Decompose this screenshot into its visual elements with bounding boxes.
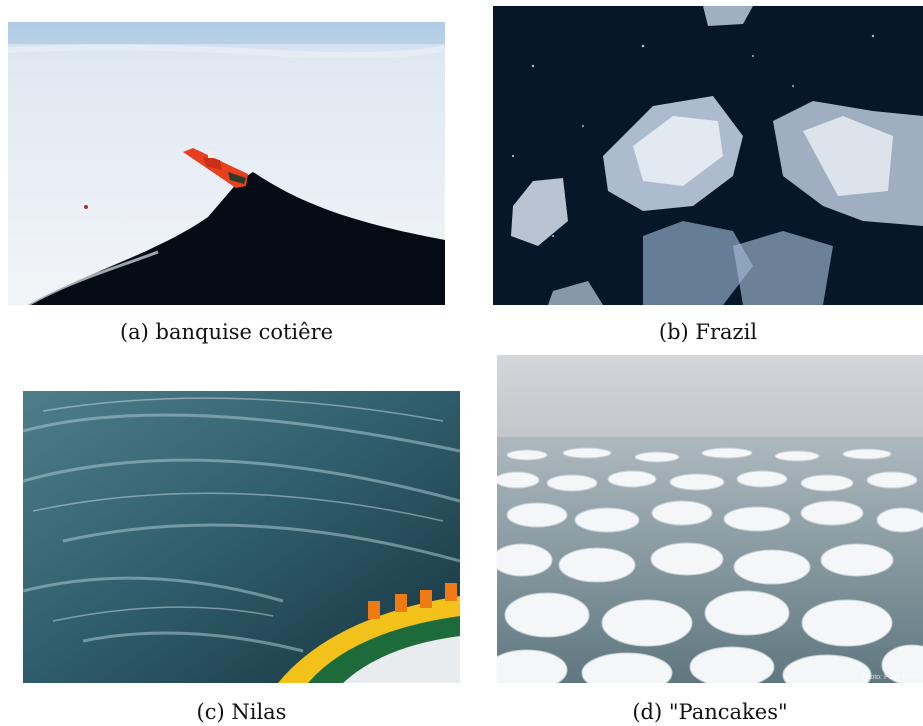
panel-b-image: [493, 6, 923, 305]
frazil-crystal-icon: [511, 6, 923, 305]
caption-b: (b) Frazil: [658, 320, 758, 344]
panel-a-image: [8, 22, 445, 305]
panel-c-image: [23, 391, 460, 683]
panel-d-image: Photo: Peter Bond: [497, 355, 923, 683]
caption-d: (d) "Pancakes": [632, 700, 788, 724]
photo-watermark: Photo: Peter Bond: [861, 674, 919, 681]
pancake-floes-icon: [497, 447, 923, 683]
caption-c: (c) Nilas: [196, 700, 287, 724]
icebreaker-ship-icon: [183, 148, 248, 188]
ship-bow-icon: [278, 583, 460, 683]
crew-icon: [368, 583, 457, 619]
caption-a: (a) banquise cotiêre: [119, 320, 334, 344]
